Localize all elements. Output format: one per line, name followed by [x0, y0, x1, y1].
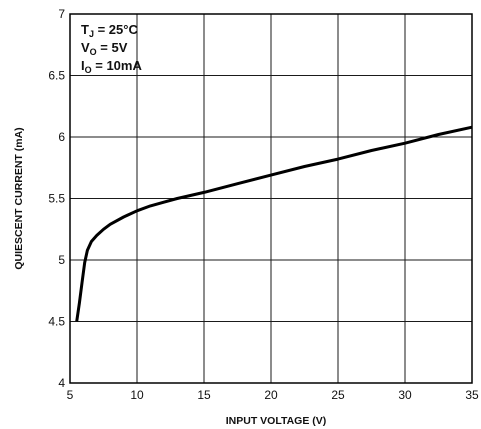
x-tick-label: 25	[331, 388, 345, 402]
x-axis-label: INPUT VOLTAGE (V)	[226, 415, 327, 427]
y-tick-label: 7	[58, 7, 65, 21]
y-axis-label: QUIESCENT CURRENT (mA)	[13, 127, 25, 269]
condition-label: IO = 10mA	[81, 58, 142, 75]
y-tick-labels: 4 4.5 5 5.5 6 6.5 7	[48, 7, 65, 390]
plot-frame	[69, 13, 473, 384]
condition-label: TJ = 25°C	[81, 22, 138, 39]
x-tick-label: 35	[465, 388, 479, 402]
y-tick-label: 5	[58, 253, 65, 267]
x-tick-labels: 5 10 15 20 25 30 35	[67, 388, 479, 402]
x-tick-label: 10	[130, 388, 144, 402]
y-tick-label: 6.5	[48, 69, 65, 83]
y-tick-label: 5.5	[48, 192, 65, 206]
x-tick-label: 15	[197, 388, 211, 402]
y-tick-label: 6	[58, 130, 65, 144]
series-line	[75, 125, 473, 322]
x-tick-label: 5	[67, 388, 74, 402]
condition-label: VO = 5V	[81, 40, 128, 57]
y-tick-label: 4	[58, 376, 65, 390]
series-group	[75, 125, 473, 322]
y-tick-label: 4.5	[48, 315, 65, 329]
x-tick-label: 30	[398, 388, 412, 402]
x-tick-label: 20	[264, 388, 278, 402]
